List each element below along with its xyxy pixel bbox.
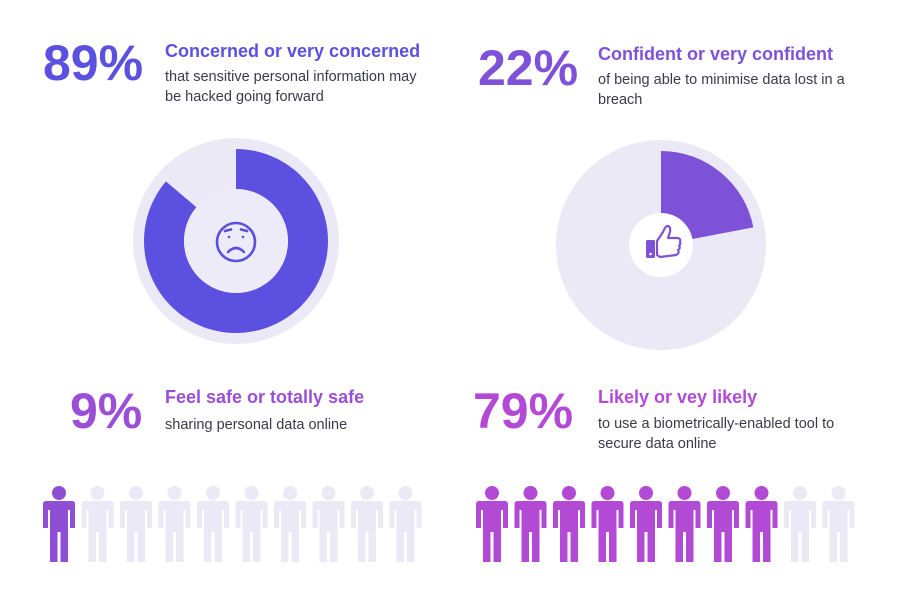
person-icon bbox=[822, 486, 855, 562]
sad-face-icon bbox=[215, 221, 257, 263]
thumbs-up-icon bbox=[646, 224, 682, 259]
stat-percent: 22% bbox=[478, 40, 579, 96]
person-icon bbox=[389, 486, 422, 562]
person-icon bbox=[274, 486, 306, 562]
stat-description: that sensitive personal information may … bbox=[165, 69, 417, 105]
person-icon bbox=[81, 486, 114, 562]
stat-description: to use a biometrically-enabled tool to s… bbox=[598, 416, 835, 452]
stat-percent: 9% bbox=[70, 383, 143, 439]
pie-value-slice bbox=[661, 151, 754, 245]
stat-headline: Likely or vey likely bbox=[598, 387, 758, 407]
person-icon bbox=[707, 486, 739, 562]
person-icon bbox=[630, 486, 662, 562]
person-icon bbox=[120, 486, 152, 562]
stat-description: of being able to minimise data lost in a… bbox=[598, 72, 845, 108]
stat-percent: 89% bbox=[43, 35, 144, 91]
person-icon bbox=[553, 486, 585, 562]
donut-center bbox=[184, 189, 288, 293]
person-icon bbox=[158, 486, 191, 562]
stat-headline: Concerned or very concerned bbox=[165, 41, 421, 61]
person-icon bbox=[476, 486, 508, 562]
person-icon bbox=[312, 486, 345, 562]
person-icon bbox=[514, 486, 547, 562]
person-icon bbox=[43, 486, 75, 562]
donut-value-arc bbox=[144, 149, 328, 333]
stat-headline: Confident or very confident bbox=[598, 44, 834, 64]
person-icon bbox=[668, 486, 701, 562]
person-icon bbox=[591, 486, 624, 562]
person-icon bbox=[197, 486, 229, 562]
person-icon bbox=[784, 486, 816, 562]
stat-headline: Feel safe or totally safe bbox=[165, 387, 365, 407]
stat-percent: 79% bbox=[473, 383, 574, 439]
person-icon bbox=[351, 486, 383, 562]
stat-description: sharing personal data online bbox=[165, 417, 348, 433]
pie-center bbox=[629, 213, 693, 277]
person-icon bbox=[745, 486, 778, 562]
person-icon bbox=[235, 486, 268, 562]
